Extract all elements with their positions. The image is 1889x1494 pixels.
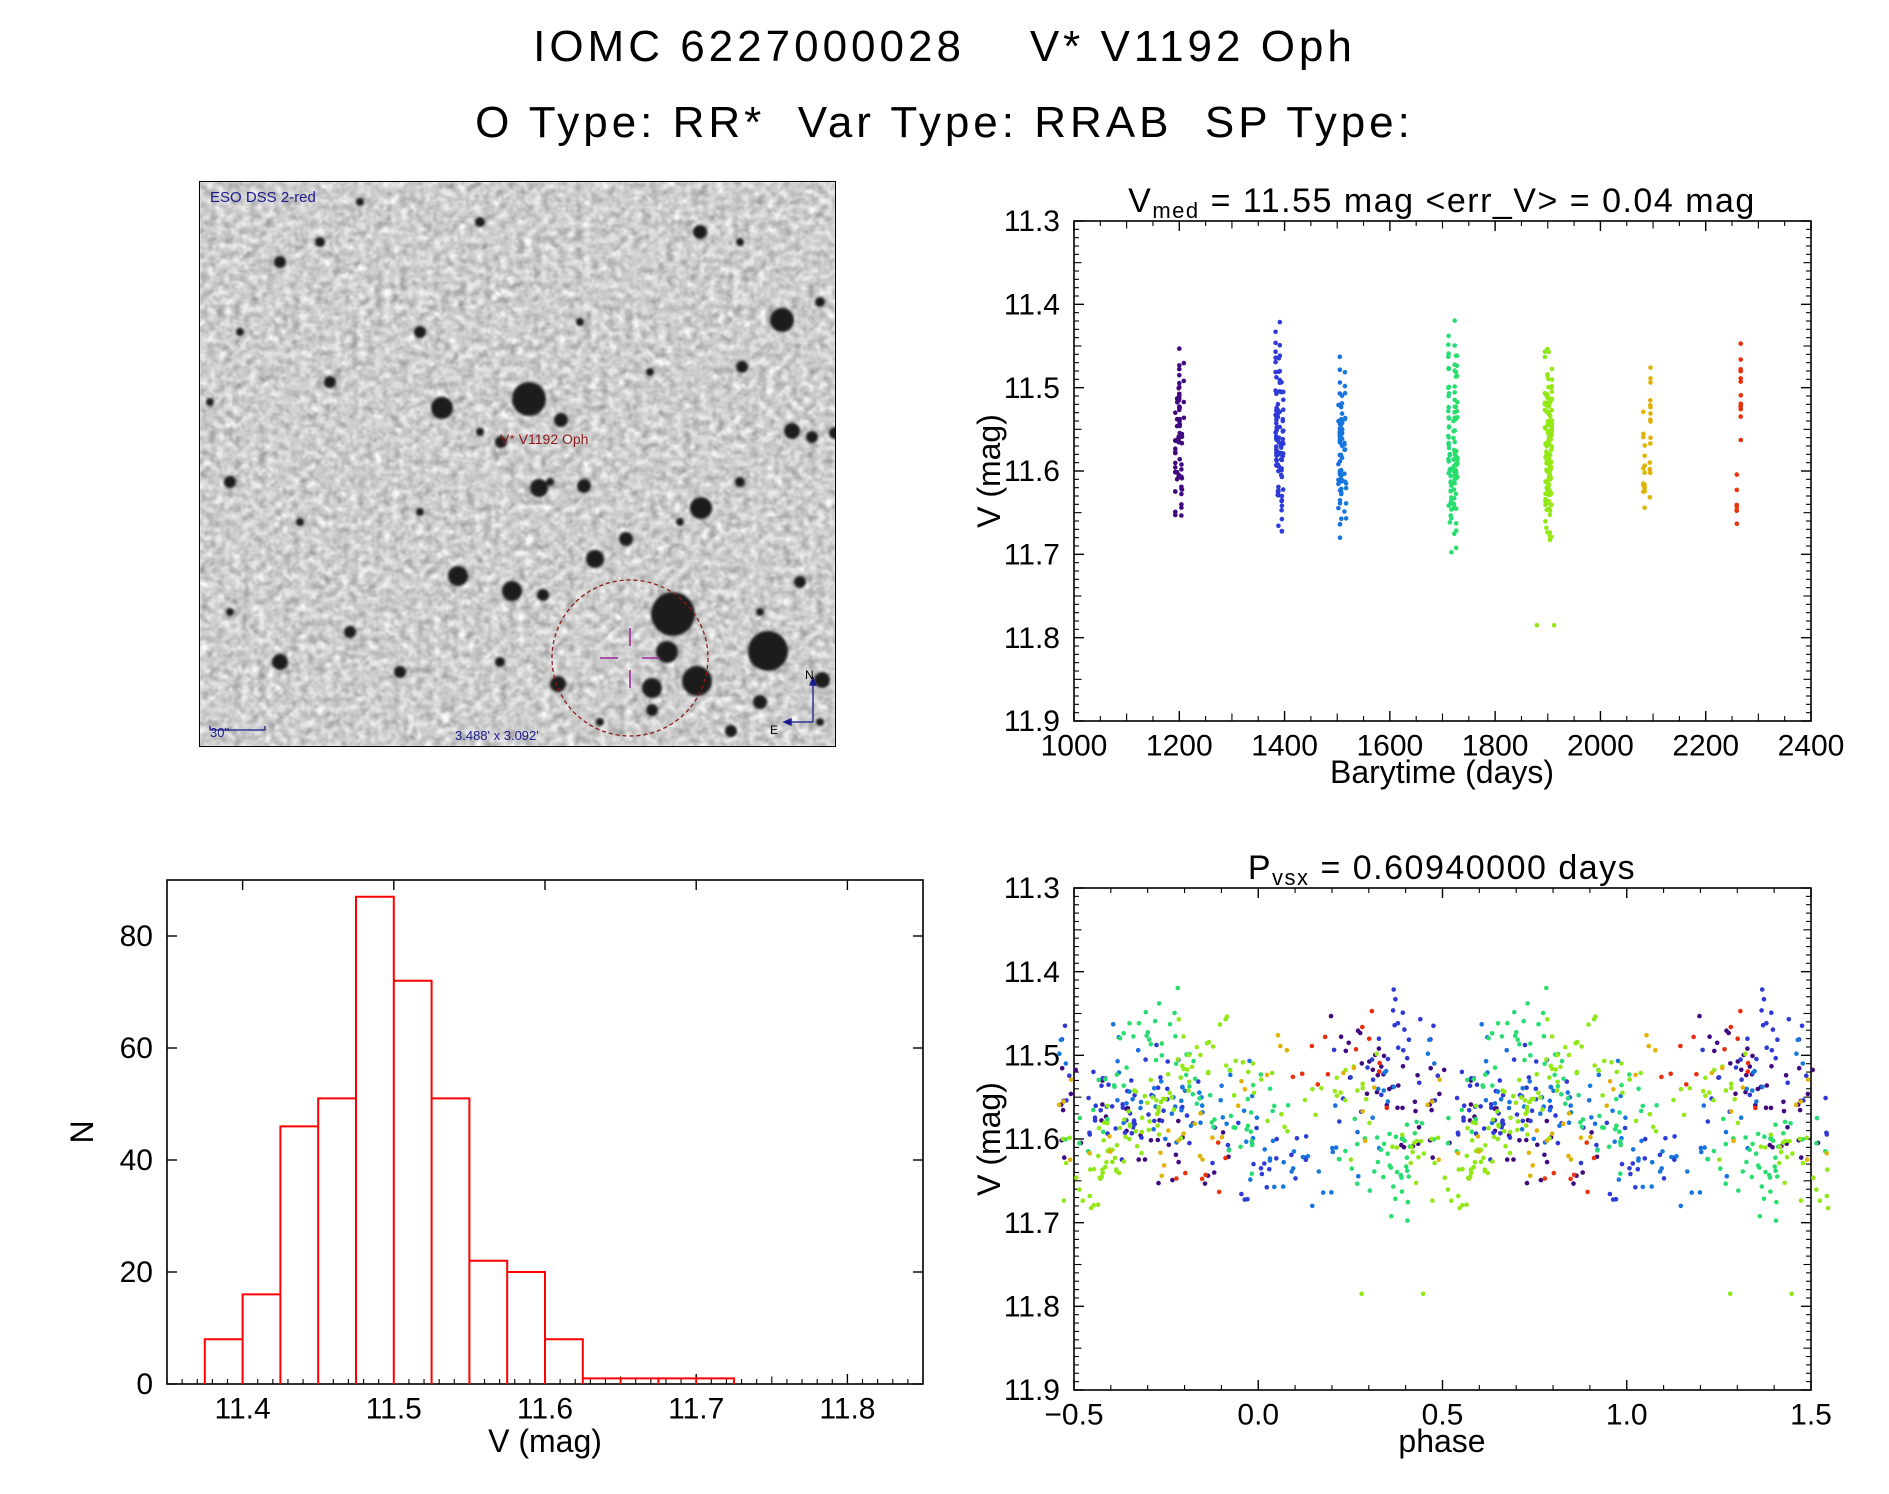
svg-text:N: N	[64, 1120, 100, 1143]
svg-text:V (mag): V (mag)	[488, 1423, 602, 1459]
svg-text:Pvsx = 0.60940000 days: Pvsx = 0.60940000 days	[1248, 849, 1636, 890]
svg-text:Vmed = 11.55 mag <err_V> =: Vmed = 11.55 mag <err_V> = 0.04 mag	[1128, 182, 1756, 223]
svg-text:V (mag): V (mag)	[971, 1082, 1007, 1196]
svg-text:V (mag): V (mag)	[971, 414, 1007, 528]
svg-text:phase: phase	[1398, 1423, 1485, 1459]
svg-text:Barytime (days): Barytime (days)	[1330, 754, 1554, 790]
